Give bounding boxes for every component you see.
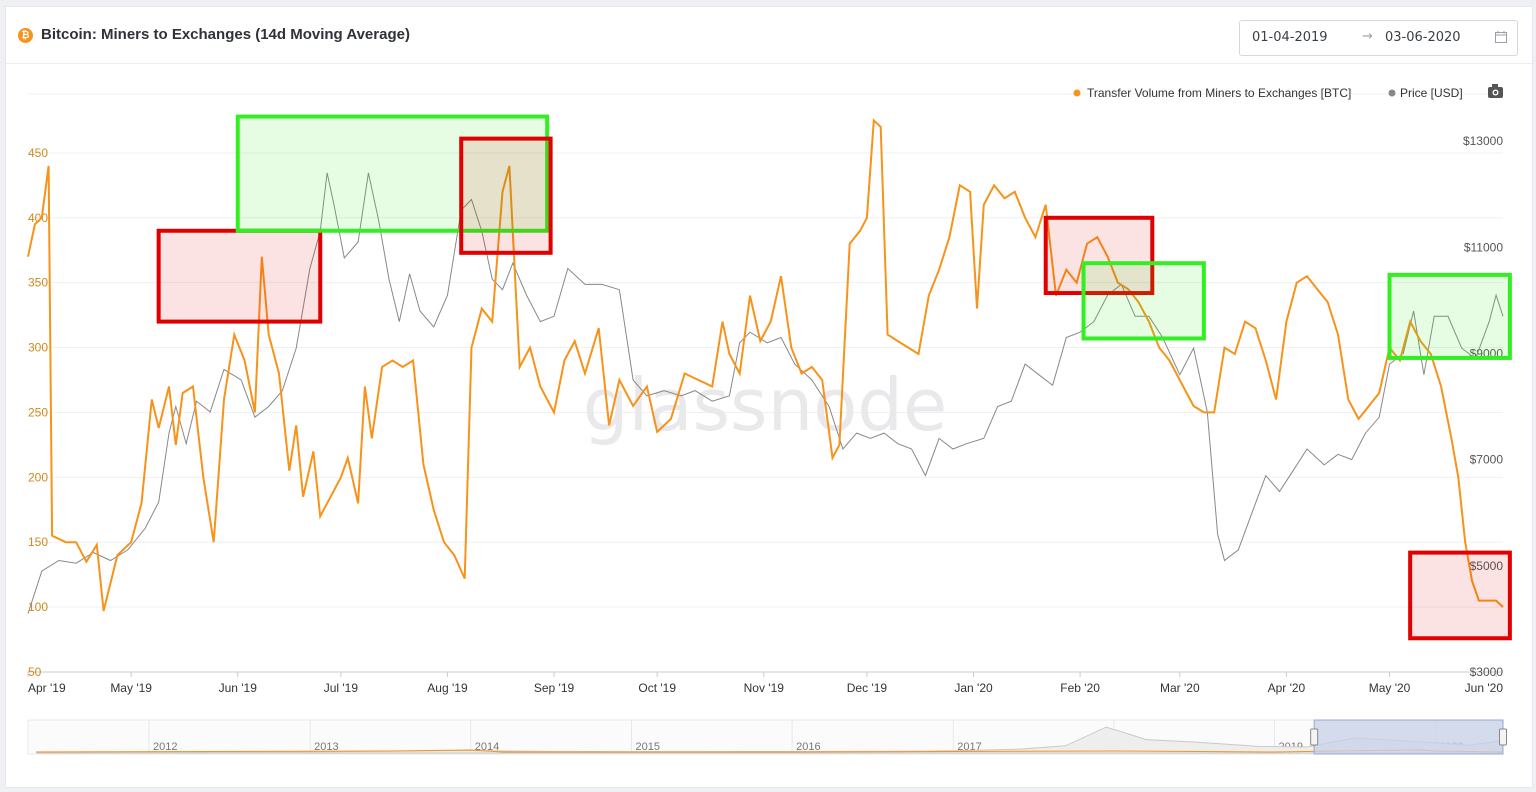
calendar-icon[interactable]	[1495, 31, 1507, 43]
navigator[interactable]: 201220132014201520162017201820192020	[27, 719, 1507, 755]
chart-header: ₿ Bitcoin: Miners to Exchanges (14d Movi…	[6, 7, 1532, 64]
left-tick-label: 250	[28, 405, 48, 419]
navigator-year-label: 2016	[796, 741, 820, 753]
green-annotation-box	[1081, 261, 1206, 341]
x-axis: Apr '19 May '19 Jun '19 Jul '19 Aug '19 Sep '…	[27, 672, 1504, 695]
right-tick-label: $3000	[1470, 665, 1504, 679]
red-annotation-box	[1043, 215, 1155, 296]
legend-price-marker	[1388, 89, 1396, 97]
right-tick-label: $11000	[1464, 240, 1503, 254]
x-tick-label: Apr '20	[1268, 681, 1306, 695]
x-tick-label: Feb '20	[1060, 681, 1100, 695]
chart-title: Bitcoin: Miners to Exchanges (14d Moving…	[41, 26, 410, 43]
green-annotation-box	[1387, 272, 1512, 360]
x-tick-label: Jun '19	[219, 681, 258, 695]
left-tick-label: 150	[28, 535, 48, 549]
bitcoin-icon: ₿	[18, 28, 33, 43]
green-annotation-box	[235, 114, 550, 233]
x-tick-label: Mar '20	[1160, 681, 1200, 695]
legend-volume-label[interactable]: Transfer Volume from Miners to Exchanges…	[1087, 86, 1351, 100]
x-tick-label: Jan '20	[954, 681, 993, 695]
date-range-picker[interactable]: 01-04-2019 → 03-06-2020	[1239, 20, 1518, 56]
left-tick-label: 300	[28, 341, 48, 355]
legend-price-label[interactable]: Price [USD]	[1400, 86, 1463, 100]
x-tick-label: Aug '19	[427, 681, 468, 695]
left-tick-label: 400	[28, 211, 48, 225]
volume-series-line	[27, 118, 1504, 612]
x-tick-label: May '19	[110, 681, 152, 695]
right-tick-label: $7000	[1470, 453, 1504, 467]
navigator-year-label: 2015	[635, 741, 659, 753]
x-tick-label: Jun '20	[1465, 681, 1504, 695]
left-axis: 50 100 150 200 250 300 350 400 450	[28, 146, 48, 679]
x-tick-label: Oct '19	[638, 681, 676, 695]
left-tick-label: 100	[28, 600, 48, 614]
right-tick-label: $5000	[1470, 559, 1504, 573]
navigator-year-label: 2012	[153, 741, 177, 753]
left-tick-label: 50	[28, 665, 42, 679]
left-tick-label: 350	[28, 276, 48, 290]
legend-volume-marker	[1073, 89, 1081, 97]
x-tick-label: Nov '19	[744, 681, 785, 695]
annotation-boxes	[156, 114, 1512, 641]
arrow-right-icon: →	[1362, 29, 1373, 44]
red-annotation-box	[1408, 550, 1512, 641]
navigator-year-label: 2013	[314, 741, 338, 753]
camera-icon[interactable]	[1488, 84, 1503, 98]
grid-lines	[28, 93, 1503, 673]
navigator-left-handle[interactable]	[1310, 728, 1319, 746]
date-from-input[interactable]: 01-04-2019	[1252, 30, 1328, 45]
x-tick-label: Dec '19	[847, 681, 888, 695]
x-tick-label: Jul '19	[324, 681, 359, 695]
left-tick-label: 450	[28, 146, 48, 160]
navigator-year-label: 2014	[475, 741, 499, 753]
x-tick-label: Apr '19	[28, 681, 66, 695]
left-tick-label: 200	[28, 470, 48, 484]
chart-card: ₿ Bitcoin: Miners to Exchanges (14d Movi…	[5, 6, 1533, 788]
navigator-selection[interactable]	[1313, 719, 1504, 755]
date-to-input[interactable]: 03-06-2020	[1385, 30, 1461, 45]
x-tick-label: May '20	[1369, 681, 1411, 695]
navigator-right-handle[interactable]	[1499, 728, 1507, 746]
watermark: glassnode	[583, 363, 948, 447]
x-tick-label: Sep '19	[534, 681, 575, 695]
red-annotation-box	[156, 228, 323, 324]
red-annotation-box	[459, 136, 553, 255]
right-tick-label: $13000	[1463, 134, 1503, 148]
legend: Transfer Volume from Miners to Exchanges…	[1073, 86, 1463, 100]
